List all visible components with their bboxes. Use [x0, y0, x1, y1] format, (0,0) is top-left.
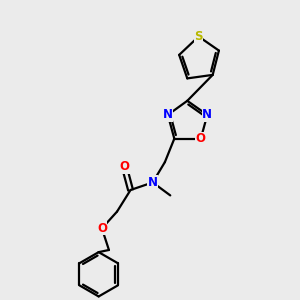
Text: N: N: [148, 176, 158, 189]
Text: O: O: [97, 222, 107, 235]
Text: O: O: [196, 132, 206, 145]
Text: N: N: [202, 108, 212, 122]
Text: N: N: [163, 108, 173, 122]
Text: O: O: [119, 160, 129, 173]
Text: S: S: [194, 30, 203, 43]
